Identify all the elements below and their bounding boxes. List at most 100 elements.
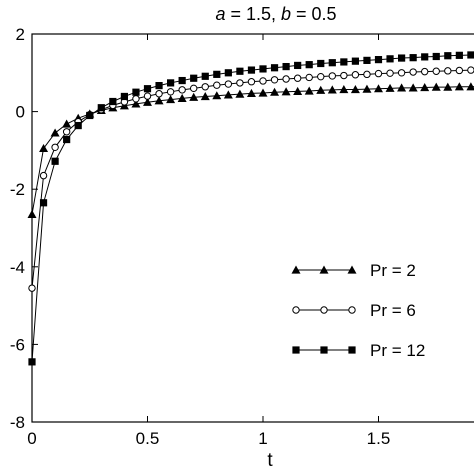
data-point-circle <box>444 67 452 75</box>
data-point-square <box>120 92 128 101</box>
data-point-triangle <box>293 86 303 96</box>
data-point-circle <box>305 73 313 82</box>
data-point-circle <box>455 66 464 75</box>
legend: Pr = 2 Pr = 6 Pr = 12 <box>291 261 425 360</box>
title-mid: = 1.5, <box>225 4 281 24</box>
data-point-triangle <box>258 88 268 97</box>
data-point-circle <box>317 72 325 81</box>
data-point-square <box>398 54 406 62</box>
chart-title: a = 1.5, b = 0.5 <box>215 4 336 24</box>
title-var-a: a <box>215 4 225 24</box>
data-point-triangle <box>39 143 49 153</box>
data-point-triangle <box>431 82 441 91</box>
data-point-square <box>432 52 440 61</box>
legend-label: Pr = 12 <box>370 341 425 360</box>
y-axis-ticks: -8 -6 -4 -2 0 2 <box>10 25 38 432</box>
series-2 <box>28 66 474 292</box>
data-point-circle <box>363 70 371 79</box>
data-point-triangle <box>420 83 430 92</box>
data-point-square <box>374 56 383 64</box>
data-point-triangle <box>443 82 453 91</box>
data-point-circle <box>259 77 267 85</box>
data-point-square <box>155 82 163 90</box>
data-point-triangle <box>374 84 383 93</box>
data-point-square <box>455 51 463 59</box>
data-point-circle <box>386 69 394 77</box>
data-point-circle <box>340 71 348 80</box>
data-point-circle <box>421 67 429 76</box>
data-point-circle <box>166 88 175 96</box>
data-point-circle <box>132 95 140 103</box>
data-point-triangle <box>362 84 372 93</box>
data-point-circle <box>155 90 163 98</box>
legend-marker <box>291 265 301 274</box>
x-axis-ticks: 0 0.5 1 1.5 <box>27 34 390 448</box>
legend-label: Pr = 6 <box>370 301 416 320</box>
legend-marker <box>320 346 328 354</box>
data-point-square <box>363 56 371 64</box>
series-1 <box>27 82 474 219</box>
y-tick-label: -8 <box>10 413 25 432</box>
data-point-triangle <box>397 83 407 92</box>
legend-marker <box>347 265 357 274</box>
data-point-triangle <box>385 83 395 92</box>
data-point-square <box>270 64 279 72</box>
legend-marker <box>319 265 329 274</box>
legend-item: Pr = 12 <box>292 341 425 360</box>
data-point-circle <box>397 69 406 77</box>
series-3 <box>28 51 474 366</box>
data-point-circle <box>374 69 383 78</box>
data-point-triangle <box>454 82 464 91</box>
data-point-circle <box>28 284 36 292</box>
series-line <box>31 86 474 215</box>
data-point-circle <box>282 75 290 83</box>
legend-marker <box>292 306 300 314</box>
y-tick-label: 0 <box>16 103 25 122</box>
data-point-circle <box>224 80 233 88</box>
data-point-circle <box>351 71 360 79</box>
data-point-triangle <box>270 87 280 96</box>
data-point-triangle <box>200 91 210 101</box>
legend-marker <box>292 346 300 354</box>
data-point-square <box>247 66 256 74</box>
legend-marker <box>320 306 328 314</box>
data-point-triangle <box>466 82 474 91</box>
data-point-triangle <box>327 85 337 94</box>
data-point-square <box>328 59 336 67</box>
legend-marker <box>348 306 356 314</box>
legend-label: Pr = 2 <box>370 261 416 280</box>
data-point-square <box>86 111 94 120</box>
data-point-circle <box>178 86 186 94</box>
data-point-triangle <box>339 84 349 94</box>
x-tick-label: 1.5 <box>367 429 391 448</box>
data-point-square <box>132 88 140 96</box>
data-point-square <box>167 79 175 87</box>
y-tick-label: 2 <box>16 25 25 44</box>
data-point-triangle <box>281 87 291 96</box>
title-end: = 0.5 <box>291 4 337 24</box>
x-axis-label: t <box>267 450 273 471</box>
data-point-circle <box>432 67 440 75</box>
data-point-square <box>467 51 474 59</box>
data-point-triangle <box>166 95 176 104</box>
data-point-circle <box>190 84 198 93</box>
data-point-triangle <box>177 93 187 103</box>
x-tick-label: 1 <box>258 429 267 448</box>
data-point-square <box>236 67 244 75</box>
data-point-triangle <box>223 90 233 99</box>
data-point-square <box>259 65 267 73</box>
data-point-triangle <box>62 119 72 128</box>
x-tick-label: 0 <box>27 429 36 448</box>
data-point-square <box>409 54 417 62</box>
data-point-square <box>282 62 290 71</box>
data-point-square <box>74 121 82 130</box>
data-point-circle <box>213 81 221 89</box>
data-point-square <box>213 70 221 78</box>
series-layer <box>27 51 474 366</box>
data-point-triangle <box>154 96 164 105</box>
data-point-triangle <box>304 86 314 95</box>
legend-item: Pr = 2 <box>291 261 416 280</box>
data-point-square <box>351 57 359 65</box>
data-point-triangle <box>143 97 152 106</box>
